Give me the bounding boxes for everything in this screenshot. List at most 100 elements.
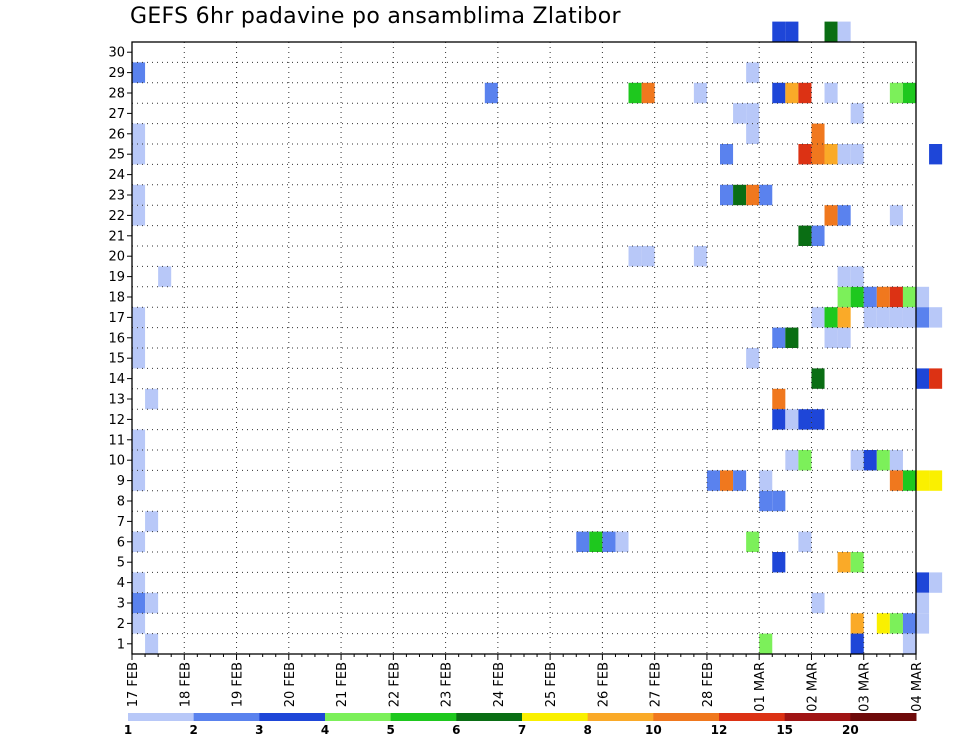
heatmap-cell [929, 470, 943, 491]
heatmap-cell [615, 531, 629, 552]
heatmap-cell [916, 307, 930, 328]
heatmap-cell [798, 225, 812, 246]
y-tick-label: 1 [117, 637, 125, 652]
y-tick-label: 21 [108, 229, 125, 244]
y-tick-label: 19 [108, 270, 125, 285]
heatmap-cell [693, 82, 707, 104]
heatmap-cell [785, 82, 799, 104]
heatmap-cell [145, 388, 159, 410]
heatmap-cell [589, 531, 603, 552]
colorbar-segment [587, 713, 654, 721]
heatmap-cell [145, 592, 159, 614]
y-tick-label: 9 [117, 474, 125, 489]
heatmap-cell [772, 21, 786, 42]
heatmap-cell [850, 266, 864, 287]
heatmap-cell [733, 184, 747, 206]
heatmap-cell [798, 144, 812, 165]
heatmap-cell [929, 144, 943, 165]
heatmap-cell [850, 613, 864, 634]
heatmap-cell [916, 613, 930, 634]
y-tick-label: 29 [108, 66, 125, 81]
heatmap-cell [902, 82, 916, 104]
y-tick-label: 6 [117, 535, 125, 550]
heatmap-cell [863, 307, 877, 328]
heatmap-cell [158, 266, 172, 287]
heatmap-cell [746, 103, 760, 124]
heatmap-cell [876, 450, 890, 471]
y-tick-label: 12 [108, 413, 125, 428]
heatmap-cell [863, 286, 877, 308]
heatmap-cell [746, 62, 760, 83]
colorbar-label: 8 [583, 723, 591, 737]
heatmap-cell [772, 327, 786, 348]
heatmap-cell [850, 633, 864, 654]
heatmap-cell [837, 327, 851, 348]
heatmap-cell [132, 184, 146, 206]
heatmap-cell [132, 592, 146, 614]
colorbar-label: 4 [321, 723, 329, 737]
x-tick-label: 22 FEB [387, 662, 402, 707]
x-tick-label: 04 MAR [910, 662, 925, 712]
heatmap-cell [837, 552, 851, 573]
heatmap-cell [641, 246, 655, 267]
colorbar-segment [719, 713, 786, 721]
y-tick-label: 30 [108, 46, 125, 61]
x-tick-label: 28 FEB [701, 662, 716, 707]
heatmap-cell [641, 82, 655, 104]
heatmap-cell [145, 633, 159, 654]
heatmap-cell [746, 184, 760, 206]
heatmap-cell [876, 307, 890, 328]
heatmap-cell [733, 103, 747, 124]
chart-title: GEFS 6hr padavine po ansamblima Zlatibor [130, 4, 621, 29]
heatmap-cell [720, 184, 734, 206]
colorbar-segment [522, 713, 589, 721]
heatmap-cell [132, 327, 146, 348]
y-tick-label: 16 [108, 331, 125, 346]
x-tick-label: 01 MAR [753, 662, 768, 712]
heatmap-cell [132, 572, 146, 593]
colorbar-label: 3 [255, 723, 263, 737]
heatmap-cell [811, 368, 825, 389]
heatmap-cell [628, 82, 642, 104]
colorbar-label: 6 [452, 723, 460, 737]
heatmap-cell [811, 307, 825, 328]
heatmap-cell [785, 21, 799, 42]
heatmap-cell [902, 633, 916, 654]
y-tick-label: 27 [108, 107, 125, 122]
y-tick-label: 18 [108, 291, 125, 306]
colorbar-segment [390, 713, 457, 721]
x-tick-label: 03 MAR [858, 662, 873, 712]
y-tick-label: 17 [108, 311, 125, 326]
y-tick-label: 7 [117, 515, 125, 530]
heatmap-cell [693, 246, 707, 267]
heatmap-cell [772, 388, 786, 410]
heatmap-cell [132, 144, 146, 165]
heatmap-cell [916, 286, 930, 308]
heatmap-cell [132, 348, 146, 369]
heatmap-cell [902, 470, 916, 491]
colorbar-segment [193, 713, 260, 721]
heatmap-cell [798, 82, 812, 104]
heatmap-cell [824, 82, 838, 104]
heatmap-cell [824, 327, 838, 348]
heatmap-cell [837, 266, 851, 287]
y-tick-label: 3 [117, 597, 125, 612]
heatmap-cell [576, 531, 590, 552]
heatmap-cell [132, 613, 146, 634]
heatmap-cell [132, 450, 146, 471]
heatmap-cell [863, 450, 877, 471]
heatmap-cell [850, 286, 864, 308]
heatmap-cell [772, 82, 786, 104]
heatmap-cell [628, 246, 642, 267]
heatmap-cell [132, 470, 146, 491]
heatmap-cell [772, 409, 786, 430]
colorbar-segment [325, 713, 392, 721]
y-tick-label: 5 [117, 556, 125, 571]
y-tick-label: 2 [117, 617, 125, 632]
heatmap-cell [759, 633, 773, 654]
heatmap-cell [759, 184, 773, 206]
y-tick-label: 26 [108, 127, 125, 142]
heatmap-cell [733, 470, 747, 491]
heatmap-cell [824, 307, 838, 328]
